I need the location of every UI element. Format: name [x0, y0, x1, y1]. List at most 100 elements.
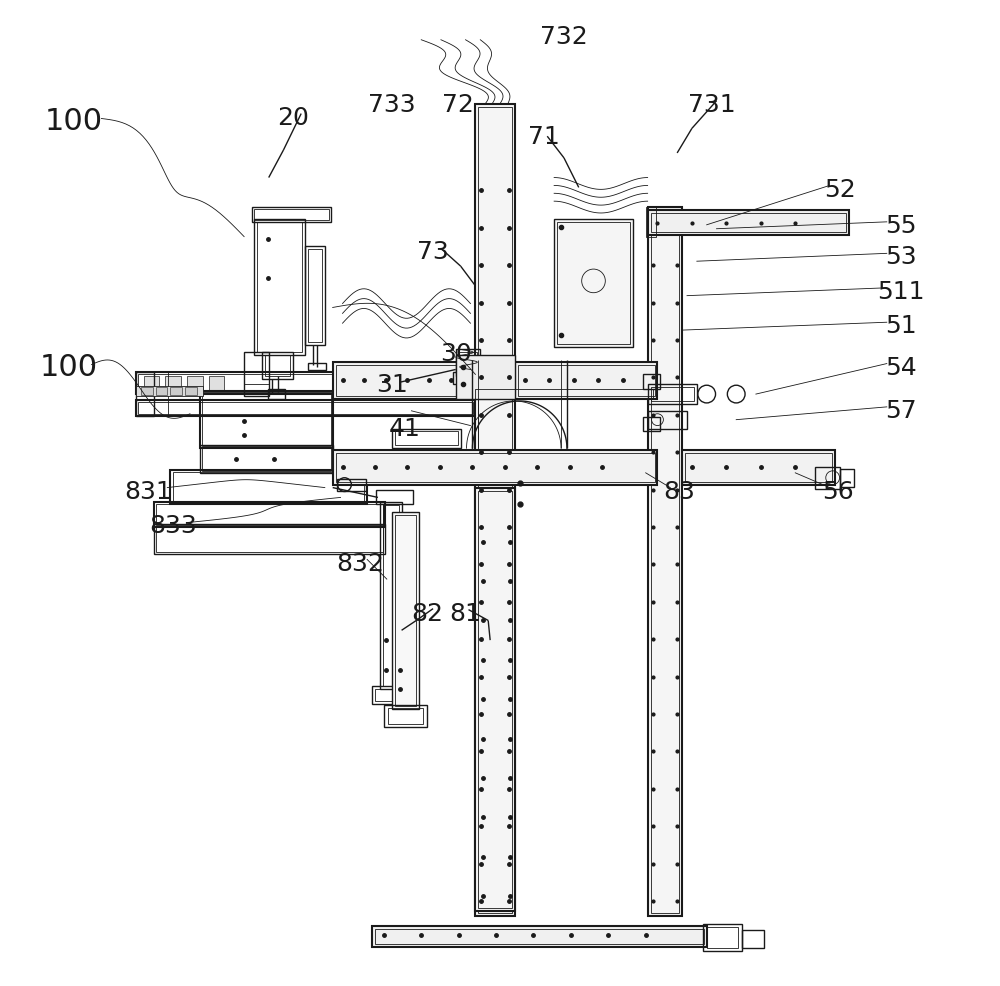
Bar [648, 385, 697, 404]
Bar [372, 686, 411, 704]
Bar [375, 929, 704, 945]
Bar [742, 931, 764, 949]
Bar [380, 503, 402, 689]
Text: 81: 81 [450, 600, 481, 625]
Bar [244, 352, 269, 396]
Text: 511: 511 [877, 279, 924, 304]
Bar [265, 355, 290, 377]
Bar [395, 432, 458, 446]
Text: 73: 73 [417, 241, 449, 264]
Bar [138, 375, 473, 392]
Bar [170, 470, 367, 505]
Bar [170, 387, 182, 395]
Bar [187, 377, 203, 390]
Bar [336, 454, 655, 482]
Bar [478, 491, 512, 908]
Bar [648, 411, 687, 429]
Bar [392, 429, 461, 449]
Bar [459, 352, 477, 374]
Bar [515, 362, 657, 399]
Text: 732: 732 [540, 25, 588, 48]
Bar [456, 355, 515, 399]
Bar [200, 446, 333, 473]
Bar [682, 451, 835, 485]
Text: 51: 51 [885, 314, 916, 338]
Bar [200, 391, 333, 449]
Bar [154, 373, 168, 416]
Bar [136, 387, 203, 396]
Bar [384, 705, 427, 727]
Bar [136, 373, 475, 394]
Bar [173, 472, 364, 503]
Text: 55: 55 [885, 214, 916, 238]
Bar [154, 503, 385, 528]
Bar [165, 377, 181, 390]
Text: 832: 832 [336, 552, 384, 576]
Bar [651, 387, 694, 401]
Text: 833: 833 [149, 514, 197, 537]
Bar [136, 373, 154, 416]
Text: 72: 72 [442, 93, 474, 116]
Bar [154, 525, 385, 554]
Bar [475, 105, 515, 916]
Bar [305, 247, 325, 345]
Bar [395, 516, 416, 706]
Text: 31: 31 [376, 373, 408, 396]
Bar [648, 208, 682, 916]
Bar [138, 402, 473, 414]
Bar [478, 107, 512, 913]
Text: 20: 20 [277, 106, 309, 129]
Bar [372, 926, 707, 948]
Bar [643, 375, 660, 389]
Text: 30: 30 [440, 341, 472, 366]
Text: 54: 54 [885, 355, 916, 380]
Bar [209, 377, 224, 390]
Bar [703, 924, 742, 951]
Bar [648, 211, 849, 236]
Bar [554, 220, 633, 347]
Text: 71: 71 [528, 125, 560, 149]
Text: 57: 57 [885, 398, 916, 422]
Bar [252, 208, 331, 223]
Bar [456, 349, 480, 377]
Bar [376, 490, 413, 505]
Text: 82: 82 [411, 600, 443, 625]
Bar [651, 211, 679, 913]
Bar [646, 208, 656, 238]
Text: 100: 100 [45, 106, 103, 136]
Bar [336, 365, 487, 396]
Bar [257, 223, 302, 352]
Bar [685, 454, 832, 482]
Bar [202, 448, 331, 471]
Bar [643, 417, 660, 432]
Bar [840, 469, 854, 487]
Bar [156, 505, 383, 526]
Bar [144, 377, 159, 390]
Bar [707, 927, 738, 949]
Bar [333, 362, 490, 399]
Text: 83: 83 [663, 479, 695, 503]
Bar [388, 708, 423, 724]
Bar [254, 220, 305, 355]
Bar [333, 451, 657, 485]
Text: 831: 831 [124, 479, 172, 503]
Bar [308, 250, 322, 342]
Bar [557, 223, 630, 344]
Bar [383, 506, 399, 686]
Bar [202, 393, 331, 447]
Bar [453, 373, 482, 385]
Bar [518, 365, 655, 396]
Text: 100: 100 [40, 353, 98, 382]
Bar [262, 352, 293, 380]
Text: 731: 731 [688, 93, 735, 116]
Text: 56: 56 [822, 479, 853, 503]
Text: 733: 733 [368, 93, 416, 116]
Bar [308, 363, 326, 371]
Bar [392, 513, 419, 709]
Bar [136, 400, 475, 416]
Text: 41: 41 [389, 416, 420, 440]
Bar [141, 387, 153, 395]
Bar [375, 689, 408, 701]
Bar [156, 527, 383, 552]
Bar [185, 387, 197, 395]
